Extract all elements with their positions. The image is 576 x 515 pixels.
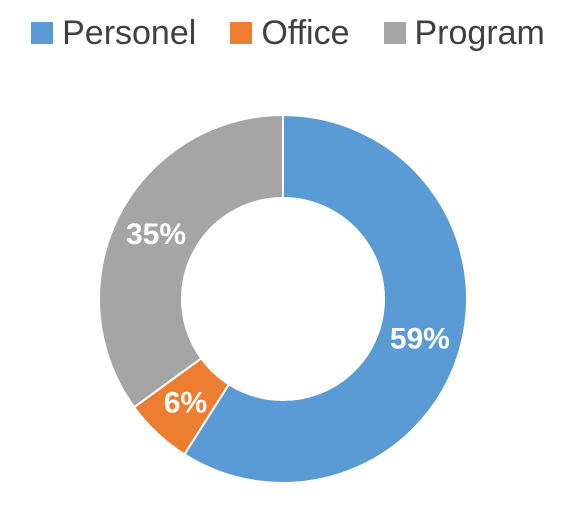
legend-label-program: Program xyxy=(414,13,545,52)
data-label-personel: 59% xyxy=(390,322,450,355)
legend-item-office: Office xyxy=(230,13,350,53)
donut-slice-program xyxy=(98,113,284,409)
legend-item-personel: Personel xyxy=(31,14,196,53)
legend-item-program: Program xyxy=(383,13,545,53)
data-label-program: 35% xyxy=(126,218,186,251)
donut-slice-personel xyxy=(183,113,468,484)
legend-swatch-program xyxy=(383,22,406,44)
legend-label-office: Office xyxy=(261,13,350,52)
legend-label-personel: Personel xyxy=(62,13,197,52)
data-label-office: 6% xyxy=(164,386,207,419)
chart-legend: Personel Office Program xyxy=(0,8,576,58)
legend-swatch-office xyxy=(230,22,253,44)
legend-swatch-personel xyxy=(31,22,54,44)
